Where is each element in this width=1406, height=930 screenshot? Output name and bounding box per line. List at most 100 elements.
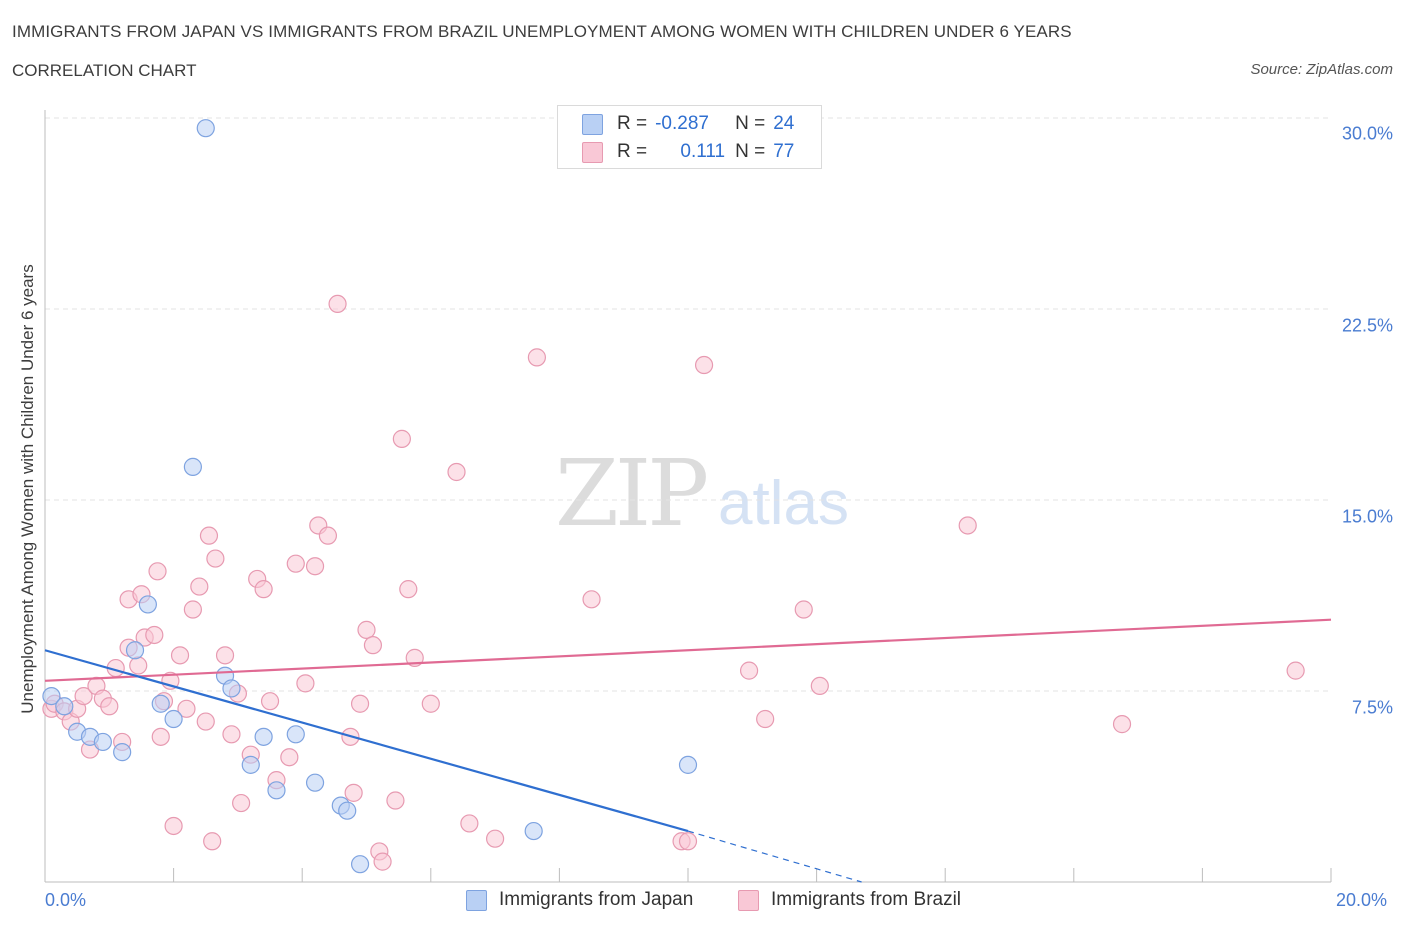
brazil-point [296,674,315,693]
brazil-point [100,697,119,716]
japan-point [254,727,273,746]
legend-n-label: N = [735,141,766,162]
japan-point [138,595,157,614]
brazil-point [305,557,325,576]
chart-title: IMMIGRANTS FROM JAPAN VS IMMIGRANTS FROM… [12,22,1072,41]
brazil-point [694,355,714,375]
brazil-point [151,727,170,746]
japan-point [267,781,286,800]
legend-r-label: R = [617,141,648,162]
brazil-point [286,554,305,573]
brazil-point [145,625,164,645]
correlation-legend: R = -0.287 N = 24 R = 0.111 N = 77 [557,105,822,169]
brazil-point [280,748,299,767]
japan-point [338,801,357,820]
brazil-point [399,580,418,599]
japan-point [222,679,241,698]
brazil-point [190,577,209,596]
brazil-point [215,646,235,665]
brazil-point [196,712,215,731]
brazil-point [386,791,405,810]
brazil-point [254,580,273,599]
japan-trend-extension [687,830,862,883]
japan-point [151,694,170,713]
brazil-point [447,462,466,482]
bottom-legend-swatch-brazil [738,889,759,911]
brazil-point [129,656,148,675]
watermark-atlas: atlas [718,469,849,538]
legend-row-brazil: R = 0.111 N = 77 [582,139,794,165]
brazil-point [363,636,383,655]
brazil-point [260,692,280,711]
brazil-trend-line [44,618,1332,682]
bottom-legend-japan: Immigrants from Japan [466,889,693,911]
bottom-legend-swatch-japan [466,889,487,911]
japan-point [241,755,260,774]
japan-point [524,821,543,841]
brazil-point [170,646,190,665]
brazil-point [810,676,829,696]
japan-point [678,755,698,774]
brazil-point [206,549,225,568]
brazil-point [958,516,977,535]
source-credit: Source: ZipAtlas.com [1250,61,1393,78]
japan-trend-line [44,649,689,833]
x-tick-label: 20.0% [1336,890,1388,910]
brazil-point [739,661,759,680]
brazil-point [527,348,546,367]
legend-n-label: N = [735,113,766,134]
legend-n-value: 77 [773,141,795,162]
brazil-point [318,526,338,545]
japan-point [42,686,61,706]
japan-point [55,697,74,716]
japan-point [350,855,370,874]
y-tick-label: 15.0% [1341,506,1393,527]
brazil-point [350,694,370,713]
brazil-point [177,699,196,718]
legend-row-japan: R = -0.287 N = 24 [582,111,794,137]
brazil-point [357,620,376,639]
legend-r-value-text: 0.111 [680,141,726,162]
legend-swatch-brazil [582,141,603,163]
chart-subtitle: CORRELATION CHART [12,61,197,80]
brazil-point [1112,715,1132,734]
brazil-point [582,590,601,609]
brazil-point [222,725,241,744]
brazil-point [344,783,363,802]
japan-point [164,709,183,729]
brazil-point [460,814,479,833]
brazil-point [392,429,411,448]
brazil-point [232,793,251,813]
japan-point [93,732,112,752]
brazil-point [74,686,93,706]
legend-r-value: -0.287 [655,113,709,134]
brazil-point [203,832,222,851]
brazil-point [486,829,505,848]
japan-point [183,457,202,476]
y-tick-label: 22.5% [1341,315,1393,336]
legend-r-value: 0.111 [655,141,731,163]
japan-point [113,743,132,762]
japan-point [286,725,305,744]
brazil-point [328,294,347,314]
brazil-point [756,709,775,729]
brazil-point [421,694,440,713]
bottom-legend-label-japan: Immigrants from Japan [499,889,694,910]
brazil-point [199,526,219,545]
brazil-point [1286,661,1305,680]
bottom-legend-label-brazil: Immigrants from Brazil [771,889,962,910]
x-tick-label: 0.0% [45,890,87,910]
legend-r-label: R = [617,113,648,134]
brazil-point [373,852,392,871]
legend-n-value: 24 [773,113,795,134]
legend-swatch-japan [582,113,603,135]
y-tick-label: 30.0% [1341,123,1393,144]
brazil-point [164,816,183,836]
japan-point [196,119,215,138]
brazil-point [794,600,813,619]
y-tick-label: 7.5% [1351,697,1393,718]
brazil-point [148,562,167,581]
y-axis-label: Unemployment Among Women with Children U… [18,264,37,714]
brazil-point [183,600,202,619]
